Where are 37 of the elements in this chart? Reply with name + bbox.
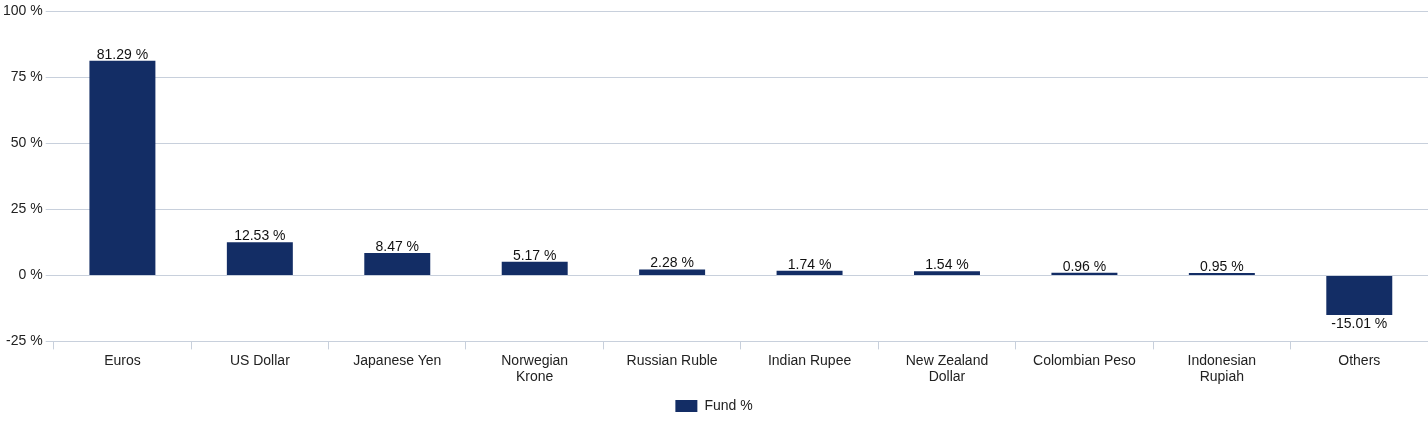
data-label: 5.17 % bbox=[512, 246, 557, 263]
bar bbox=[914, 271, 980, 275]
data-label: 1.54 % bbox=[925, 256, 969, 273]
y-tick-label: 75 % bbox=[10, 68, 43, 85]
y-tick-label: 50 % bbox=[10, 134, 43, 151]
bar bbox=[364, 253, 431, 275]
x-tick-label: Russian Ruble bbox=[626, 351, 718, 368]
y-tick-label: 100 % bbox=[2, 2, 43, 19]
bar bbox=[226, 242, 293, 275]
x-tick-label: Japanese Yen bbox=[353, 351, 442, 368]
x-tick-label: Euros bbox=[104, 351, 141, 368]
bar bbox=[1188, 272, 1255, 275]
x-tick-label: Indian Rupee bbox=[767, 351, 852, 368]
x-tick-label: Indonesian Rupiah bbox=[1187, 351, 1257, 385]
y-tick-label: 25 % bbox=[10, 200, 43, 217]
bar bbox=[639, 269, 706, 275]
data-label: 8.47 % bbox=[375, 237, 420, 254]
x-tick-label: Colombian Peso bbox=[1033, 351, 1136, 368]
data-label: 0.95 % bbox=[1200, 257, 1244, 274]
x-tick-label: New Zealand Dollar bbox=[905, 351, 989, 385]
data-label: 1.74 % bbox=[787, 255, 832, 272]
bar bbox=[501, 261, 568, 275]
legend-label: Fund % bbox=[704, 396, 753, 413]
bar bbox=[1326, 275, 1393, 316]
bar bbox=[776, 270, 843, 275]
bar bbox=[89, 60, 156, 275]
x-tick-label: Others bbox=[1338, 351, 1381, 368]
x-tick-label: US Dollar bbox=[229, 351, 291, 368]
data-label: 0.96 % bbox=[1062, 257, 1107, 274]
y-tick-label: 0 % bbox=[18, 266, 43, 283]
x-tick-label: Norwegian Krone bbox=[501, 351, 569, 385]
y-tick-label: -25 % bbox=[6, 332, 43, 349]
data-label: 81.29 % bbox=[96, 45, 149, 62]
data-label: 2.28 % bbox=[650, 254, 694, 271]
data-label: 12.53 % bbox=[234, 227, 286, 244]
bar bbox=[1051, 272, 1118, 275]
data-label: -15.01 % bbox=[1331, 314, 1388, 331]
